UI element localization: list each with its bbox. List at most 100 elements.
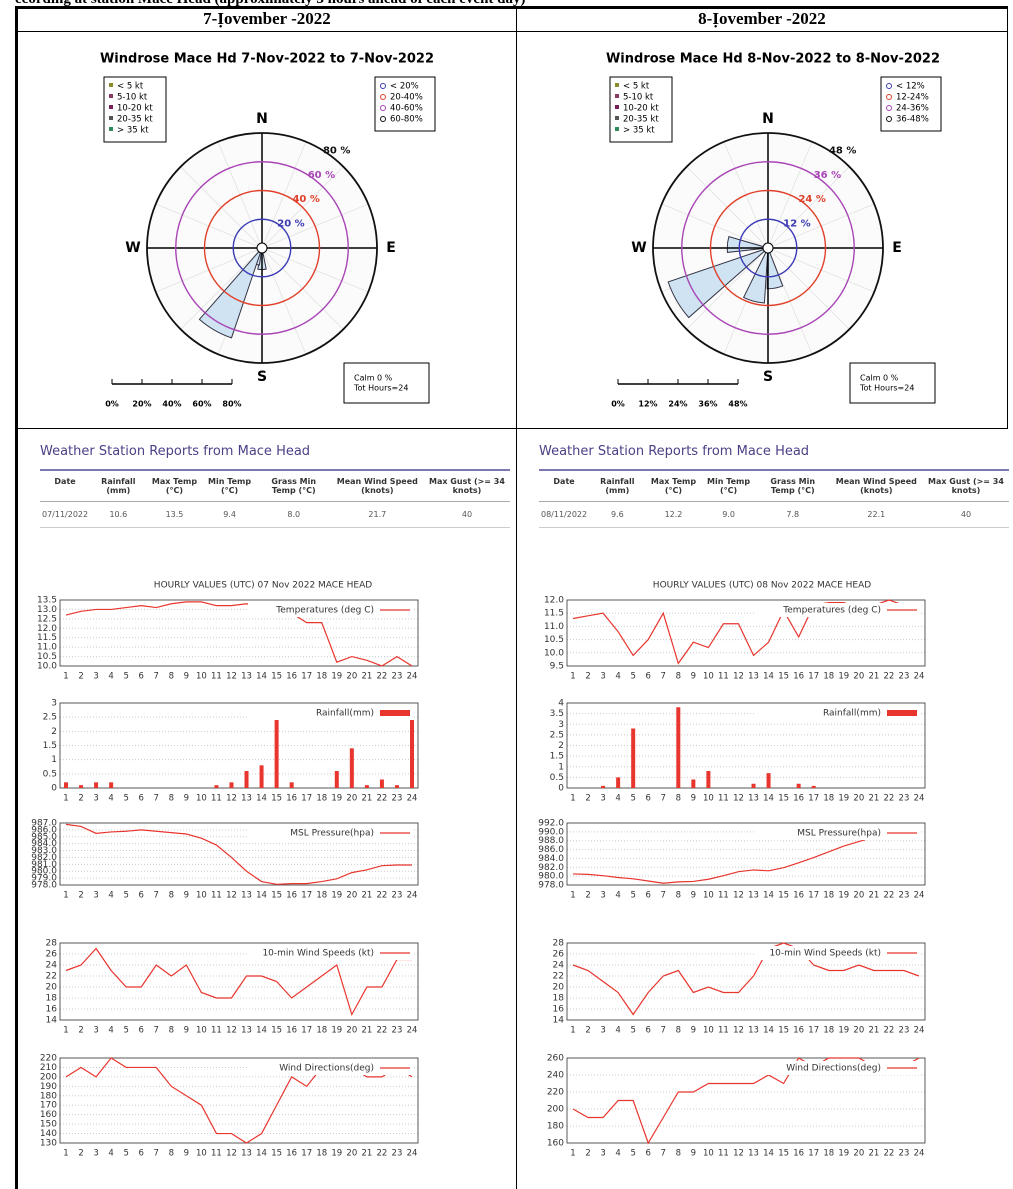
- y-tick-label: 12.0: [544, 596, 564, 606]
- x-tick-label: 4: [108, 672, 113, 682]
- legend-swatch: [615, 116, 619, 120]
- x-tick-label: 15: [778, 1026, 789, 1036]
- y-tick-label: 13.5: [37, 596, 57, 606]
- column-heading: Date: [40, 469, 91, 502]
- x-tick-label: 22: [883, 1026, 894, 1036]
- x-tick-label: 24: [407, 672, 418, 682]
- bar: [289, 782, 294, 788]
- x-tick-label: 2: [585, 1149, 590, 1159]
- x-tick-label: 24: [407, 1026, 418, 1036]
- x-tick-label: 7: [661, 1026, 666, 1036]
- x-tick-label: 10: [703, 891, 714, 901]
- x-tick-label: 23: [899, 891, 910, 901]
- x-tick-label: 6: [139, 1149, 144, 1159]
- compass-label: E: [386, 240, 396, 256]
- x-tick-label: 3: [600, 891, 605, 901]
- total-label: Tot Hours=24: [353, 384, 408, 393]
- legend-bg: [755, 1061, 921, 1075]
- x-tick-label: 8: [169, 1026, 174, 1036]
- bar: [214, 785, 219, 788]
- x-tick-label: 22: [883, 672, 894, 682]
- x-tick-label: 16: [286, 1149, 297, 1159]
- x-tick-label: 21: [868, 1026, 879, 1036]
- x-tick-label: 23: [899, 672, 910, 682]
- legend-marker: [380, 116, 386, 122]
- x-tick-label: 14: [256, 1149, 267, 1159]
- y-tick-label: 982.0: [538, 863, 564, 873]
- x-tick-label: 16: [793, 1026, 804, 1036]
- y-tick-label: 0.5: [43, 769, 57, 779]
- ring: [146, 132, 378, 364]
- scale-label: 0%: [611, 400, 625, 409]
- y-tick-label: 0.5: [550, 773, 564, 783]
- y-tick-label: 2: [558, 741, 564, 751]
- y-tick-label: 1.5: [43, 741, 57, 751]
- data-row: 07/11/2022 10.6 13.5 9.4 8.0 21.7 40: [40, 501, 510, 528]
- column-heading: Rainfall (mm): [589, 469, 646, 502]
- x-tick-label: 8: [676, 672, 681, 682]
- cell: 07/11/2022: [40, 501, 91, 528]
- x-tick-label: 11: [211, 1149, 222, 1159]
- y-tick-label: 220: [40, 1054, 57, 1064]
- x-tick-label: 18: [823, 794, 834, 804]
- legend-swatch: [109, 105, 113, 109]
- x-tick-label: 1: [570, 672, 575, 682]
- x-tick-label: 16: [286, 672, 297, 682]
- x-tick-label: 12: [226, 1026, 237, 1036]
- x-tick-label: 14: [763, 891, 774, 901]
- y-tick-label: 22: [46, 972, 57, 982]
- y-tick-label: 2: [51, 727, 57, 737]
- cell: 13.5: [146, 501, 203, 528]
- x-tick-label: 9: [691, 891, 696, 901]
- x-tick-label: 13: [241, 1149, 252, 1159]
- cell: 12.2: [645, 501, 702, 528]
- x-tick-label: 14: [256, 794, 267, 804]
- bar: [79, 785, 84, 788]
- x-tick-label: 3: [93, 794, 98, 804]
- x-tick-label: 21: [868, 891, 879, 901]
- legend-swatch: [109, 94, 113, 98]
- legend-label: 10-20 kt: [117, 104, 153, 114]
- table-border: [15, 6, 18, 1189]
- x-tick-label: 13: [748, 672, 759, 682]
- x-tick-label: 5: [123, 794, 128, 804]
- y-tick-label: 984.0: [31, 839, 57, 849]
- y-tick-label: 180: [547, 1122, 564, 1132]
- x-tick-label: 2: [78, 891, 83, 901]
- y-tick-label: 982.0: [31, 853, 57, 863]
- legend-label: 5-10 kt: [117, 93, 148, 103]
- x-tick-label: 24: [914, 794, 925, 804]
- x-tick-label: 9: [691, 672, 696, 682]
- bar: [766, 773, 771, 788]
- bar: [811, 785, 816, 788]
- x-tick-label: 7: [154, 891, 159, 901]
- x-tick-label: 1: [570, 891, 575, 901]
- y-tick-label: 10.5: [544, 635, 564, 645]
- hub: [256, 242, 268, 254]
- y-tick-label: 18: [46, 994, 58, 1004]
- x-tick-label: 6: [139, 672, 144, 682]
- scale-label: 48%: [728, 400, 747, 409]
- plot-frame: [566, 599, 926, 667]
- scale-label: 80%: [222, 400, 241, 409]
- y-tick-label: 12.0: [37, 624, 57, 634]
- x-tick-label: 1: [63, 1149, 68, 1159]
- windrose-title: Windrose Mace Hd 8-Nov-2022 to 8-Nov-202…: [606, 52, 940, 67]
- cell: 7.8: [755, 501, 830, 528]
- y-tick-label: 190: [40, 1082, 57, 1092]
- y-tick-label: 984.0: [538, 854, 564, 864]
- x-tick-label: 6: [646, 1149, 651, 1159]
- legend-swatch: [615, 83, 619, 87]
- x-tick-label: 2: [585, 794, 590, 804]
- table-border: [15, 6, 1008, 9]
- ring-label: 48 %: [829, 145, 856, 156]
- x-tick-label: 6: [139, 891, 144, 901]
- x-tick-label: 23: [392, 1149, 403, 1159]
- x-tick-label: 22: [376, 1026, 387, 1036]
- x-tick-label: 14: [763, 794, 774, 804]
- x-tick-label: 24: [407, 1149, 418, 1159]
- x-tick-label: 7: [154, 672, 159, 682]
- x-tick-label: 16: [286, 794, 297, 804]
- x-tick-label: 16: [286, 891, 297, 901]
- x-tick-label: 20: [346, 794, 357, 804]
